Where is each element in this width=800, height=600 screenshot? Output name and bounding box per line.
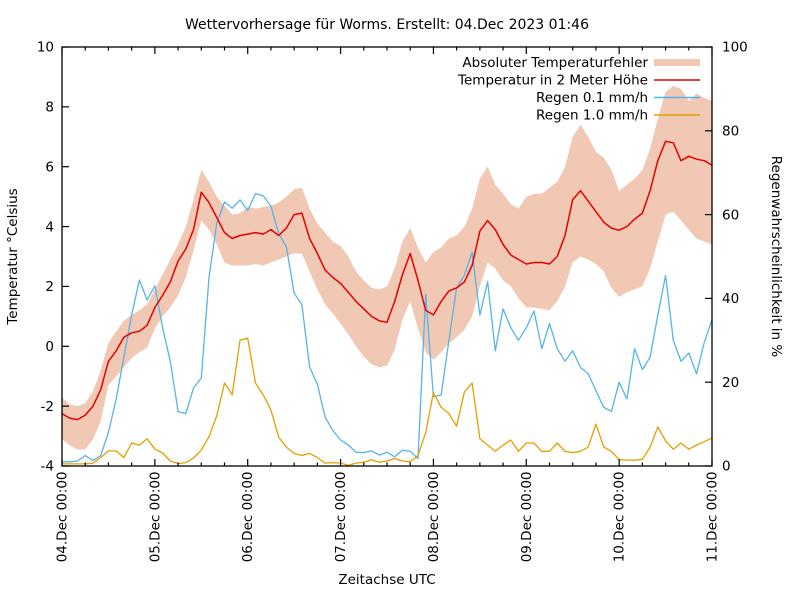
x-tick-label: 07.Dec 00:00: [333, 472, 349, 563]
y-right-tick-label: 100: [722, 40, 748, 56]
y-left-tick-label: 0: [45, 339, 54, 355]
legend-item-label: Temperatur in 2 Meter Höhe: [457, 73, 648, 89]
y-right-axis-label: Regenwahrscheinlichkeit in %: [768, 156, 784, 358]
y-left-tick-label: 6: [45, 159, 54, 175]
y-right-tick-label: 40: [722, 291, 739, 307]
legend-item: Absoluter Temperaturfehler: [462, 55, 700, 71]
y-left-tick-label: 2: [45, 279, 54, 295]
rain-0-1-line: [62, 192, 712, 463]
y-left-tick-label: -2: [41, 399, 54, 415]
rain-1-0-line: [62, 337, 712, 466]
y-left-tick-label: -4: [41, 459, 54, 475]
y-right-tick-label: 80: [722, 124, 739, 140]
x-axis-label: Zeitachse UTC: [338, 572, 435, 588]
x-tick-label: 06.Dec 00:00: [240, 472, 256, 563]
plot-area: [62, 85, 712, 466]
legend-item: Regen 0.1 mm/h: [536, 90, 700, 106]
legend-item: Regen 1.0 mm/h: [536, 108, 700, 124]
legend-item: Temperatur in 2 Meter Höhe: [457, 73, 700, 89]
temperature-line: [62, 140, 712, 421]
y-right-tick-label: 60: [722, 207, 739, 223]
x-tick-label: 10.Dec 00:00: [612, 472, 628, 563]
y-left-tick-label: 10: [37, 40, 54, 56]
y-left-axis-label: Temperatur °Celsius: [5, 188, 21, 325]
legend-item-label: Regen 1.0 mm/h: [536, 108, 648, 124]
x-tick-label: 04.Dec 00:00: [55, 472, 71, 563]
x-tick-label: 11.Dec 00:00: [705, 472, 721, 563]
legend-item-label: Regen 0.1 mm/h: [536, 90, 648, 106]
y-right-tick-label: 0: [722, 459, 731, 475]
x-tick-label: 09.Dec 00:00: [519, 472, 535, 563]
y-left-tick-label: 4: [45, 219, 54, 235]
y-left-tick-label: 8: [45, 100, 54, 116]
y-right-tick-label: 20: [722, 375, 739, 391]
x-tick-label: 05.Dec 00:00: [147, 472, 163, 563]
x-tick-label: 08.Dec 00:00: [426, 472, 442, 563]
legend-band-swatch: [654, 59, 700, 66]
chart-title: Wettervorhersage für Worms. Erstellt: 04…: [185, 17, 589, 33]
legend-item-label: Absoluter Temperaturfehler: [462, 55, 648, 71]
legend: Absoluter Temperaturfehler Temperatur in …: [457, 55, 700, 124]
axis-ticks: [61, 46, 713, 467]
